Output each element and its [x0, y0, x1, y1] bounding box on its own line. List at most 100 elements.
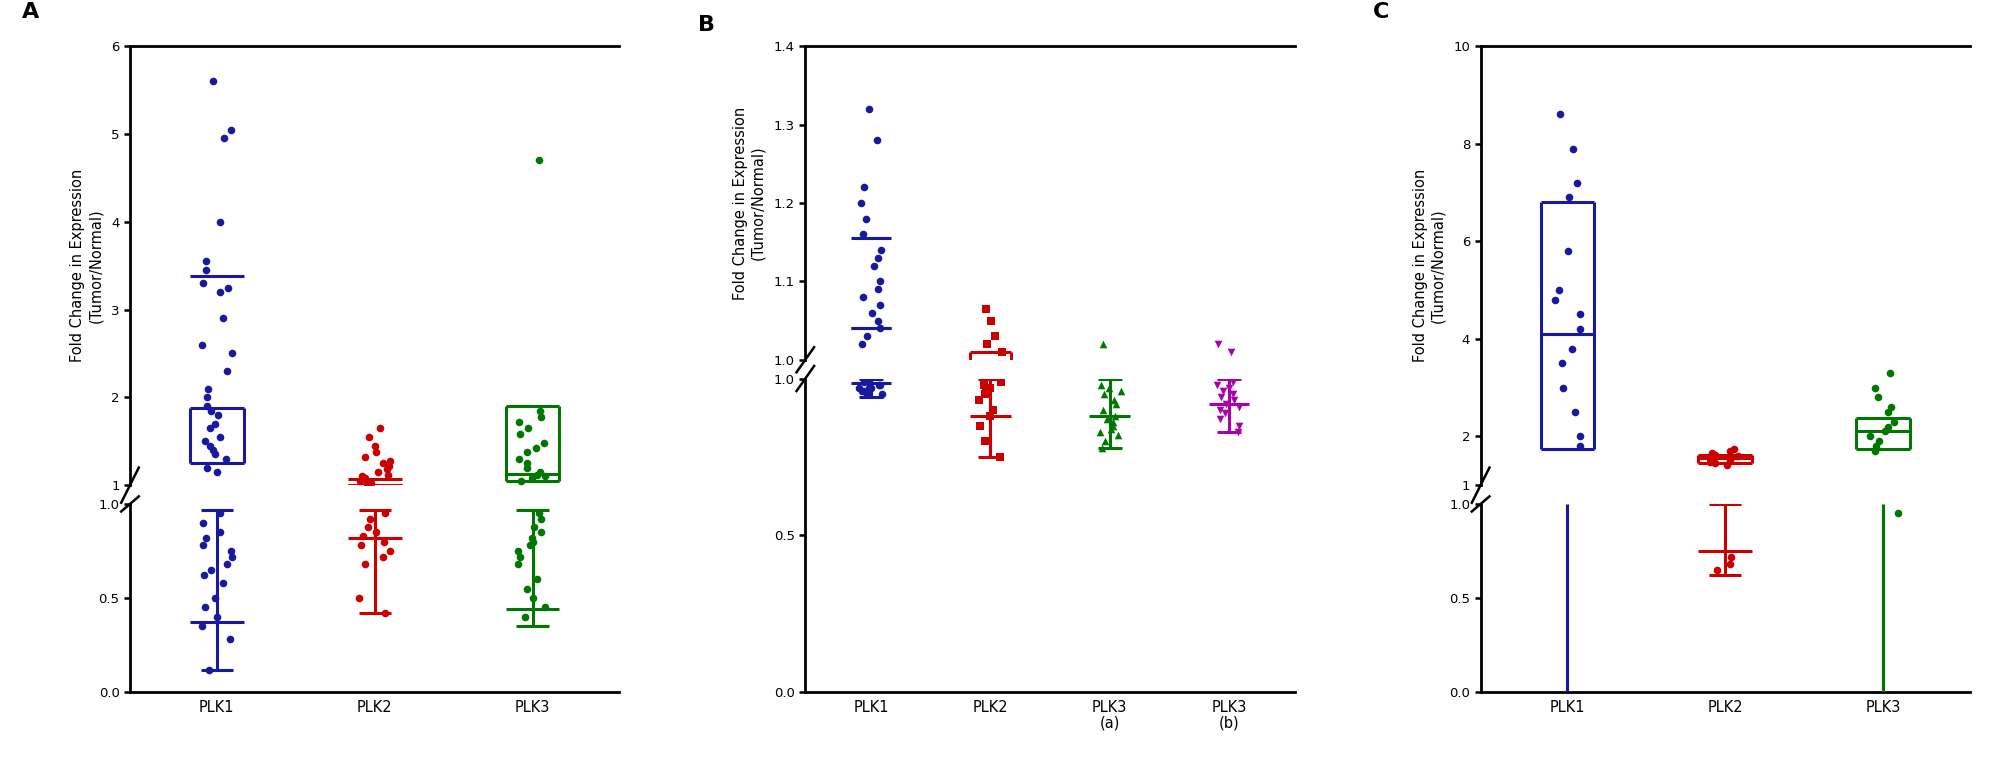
Point: [1090, 435, 1122, 448]
Point: [504, 416, 536, 428]
Point: [848, 375, 880, 388]
Point: [352, 431, 384, 443]
Point: [1544, 108, 1576, 121]
Point: [204, 286, 236, 298]
Point: [1222, 426, 1254, 438]
Point: [1094, 422, 1126, 434]
Point: [196, 75, 228, 88]
Point: [210, 453, 242, 465]
Point: [1214, 381, 1246, 394]
Point: [196, 444, 228, 456]
Point: [1864, 435, 1896, 448]
Point: [1206, 391, 1238, 404]
Point: [1562, 177, 1594, 189]
Point: [986, 346, 1018, 358]
Point: [188, 569, 220, 581]
Point: [374, 454, 406, 467]
Point: [356, 478, 388, 490]
Point: [848, 181, 880, 193]
Point: [512, 445, 544, 458]
Point: [1714, 444, 1746, 457]
Point: [194, 664, 226, 676]
Text: B: B: [698, 15, 714, 35]
Point: [1210, 398, 1242, 410]
Point: [502, 558, 534, 571]
Point: [360, 526, 392, 538]
Point: [520, 442, 552, 454]
Point: [214, 545, 246, 558]
Point: [1874, 367, 1906, 379]
Point: [188, 539, 220, 551]
Point: [1546, 381, 1578, 394]
Point: [1564, 430, 1596, 442]
Point: [1206, 385, 1238, 398]
Point: [970, 388, 1002, 401]
Point: [1862, 391, 1894, 404]
Point: [214, 633, 246, 645]
Point: [864, 275, 896, 288]
Point: [186, 277, 218, 289]
Point: [972, 338, 1004, 350]
Point: [974, 410, 1006, 422]
Point: [520, 573, 552, 585]
Point: [520, 468, 552, 481]
Point: [1102, 429, 1134, 441]
Point: [372, 468, 404, 481]
Point: [1202, 378, 1234, 391]
Point: [1086, 378, 1118, 391]
Point: [862, 134, 894, 146]
Point: [216, 348, 248, 360]
Point: [516, 592, 548, 604]
Point: [202, 466, 234, 478]
Point: [200, 448, 232, 461]
Point: [968, 378, 1000, 391]
Point: [1556, 142, 1588, 155]
Point: [976, 404, 1008, 416]
Point: [866, 388, 898, 401]
Point: [504, 474, 536, 487]
Point: [1882, 508, 1914, 520]
Point: [964, 394, 996, 407]
Point: [348, 530, 380, 542]
Point: [1088, 338, 1120, 350]
Point: [1088, 388, 1120, 401]
Point: [518, 535, 550, 548]
Point: [354, 476, 386, 488]
Point: [1096, 416, 1128, 428]
Point: [1694, 455, 1726, 468]
Point: [368, 551, 400, 563]
Point: [1564, 308, 1596, 321]
Point: [190, 531, 222, 544]
Point: [354, 513, 386, 525]
Point: [1858, 381, 1890, 394]
Point: [1096, 419, 1128, 431]
Point: [192, 461, 224, 474]
Point: [348, 451, 380, 463]
Point: [374, 545, 406, 558]
Point: [852, 381, 884, 394]
Point: [1716, 551, 1748, 563]
Point: [372, 463, 404, 475]
Point: [1216, 346, 1248, 358]
Y-axis label: Fold Change in Expression
(Tumor/Normal): Fold Change in Expression (Tumor/Normal): [1412, 169, 1446, 362]
Point: [1224, 401, 1256, 413]
Point: [198, 418, 230, 430]
Point: [964, 419, 996, 431]
Point: [526, 411, 558, 423]
Point: [850, 330, 882, 342]
Point: [190, 400, 222, 412]
Point: [364, 422, 396, 434]
Point: [186, 338, 218, 351]
Point: [848, 385, 880, 398]
Point: [1710, 458, 1742, 471]
Point: [1100, 410, 1132, 422]
Point: [1872, 406, 1904, 418]
Point: [1696, 454, 1728, 466]
Point: [194, 404, 226, 417]
Point: [516, 531, 548, 544]
Point: [1204, 413, 1236, 425]
Point: [346, 539, 378, 551]
Point: [372, 460, 404, 472]
Point: [1564, 440, 1596, 452]
Point: [864, 378, 896, 391]
